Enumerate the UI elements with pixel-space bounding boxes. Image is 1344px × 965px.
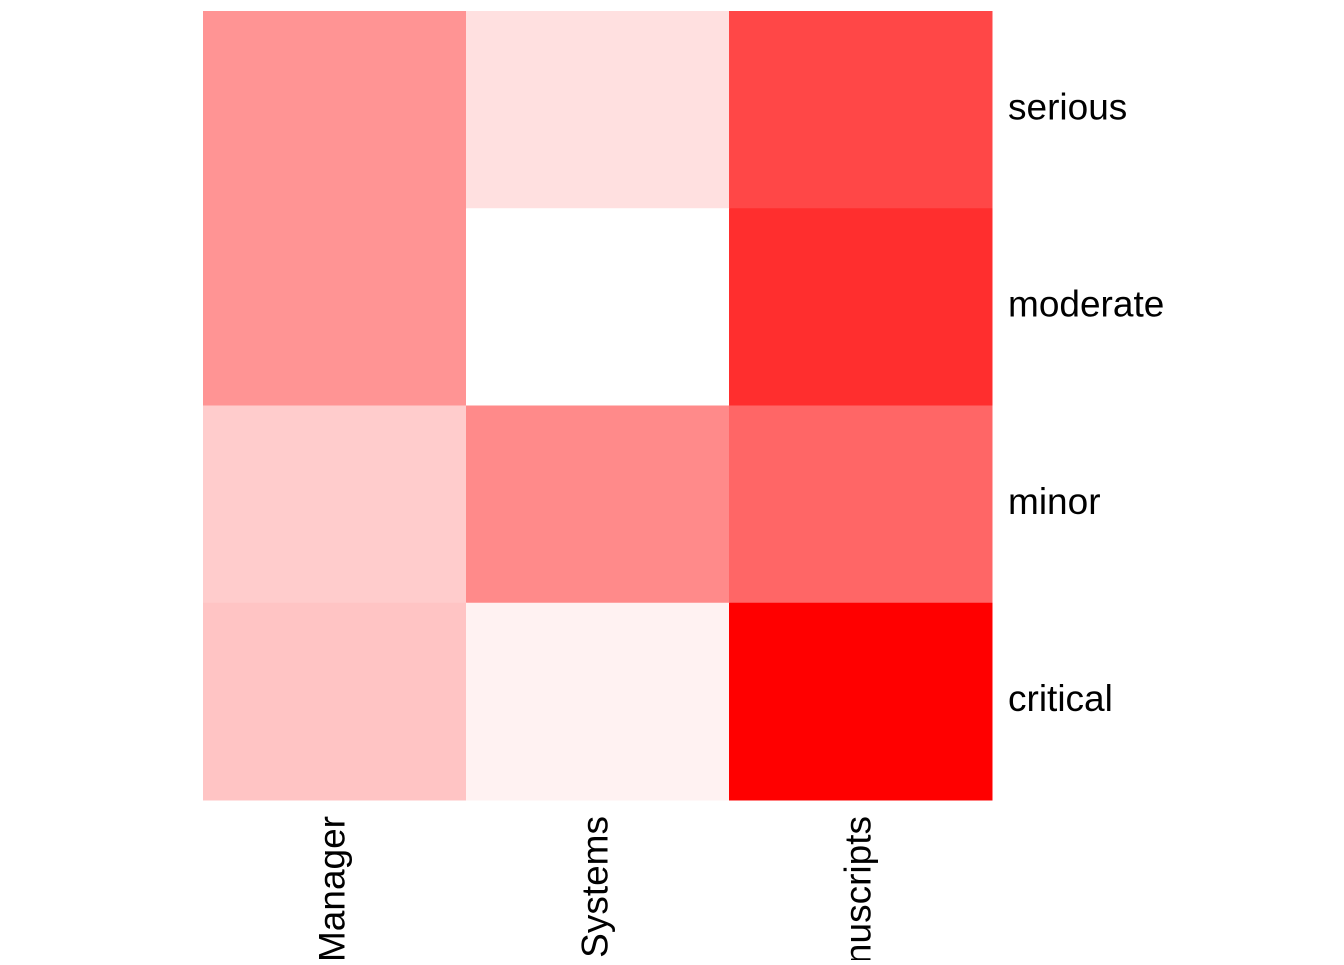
column-label: Manager [311,816,352,960]
row-label: critical [1008,678,1113,719]
heatmap-cells [203,11,993,801]
heatmap-cell-serious-3 [729,11,993,209]
heatmap-cell-moderate-1 [203,208,467,406]
heatmap-cell-serious-2 [466,11,730,209]
heatmap-cell-moderate-2 [466,208,730,406]
heatmap-cell-serious-1 [203,11,467,209]
row-label: moderate [1008,284,1164,325]
column-labels: Manager Systems nuscripts [311,816,878,964]
heatmap-cell-minor-2 [466,405,730,604]
row-labels: serious moderate minor critical [1008,86,1164,719]
row-label: minor [1008,481,1101,522]
column-label: Systems [574,816,615,958]
heatmap-cell-minor-1 [203,405,467,604]
heatmap-cell-critical-2 [466,602,730,801]
heatmap-cell-minor-3 [729,405,993,604]
column-label: nuscripts [837,816,878,960]
heatmap-cell-critical-1 [203,602,467,801]
heatmap-cell-moderate-3 [729,208,993,406]
heatmap-cell-critical-3 [729,602,993,801]
row-label: serious [1008,86,1127,127]
